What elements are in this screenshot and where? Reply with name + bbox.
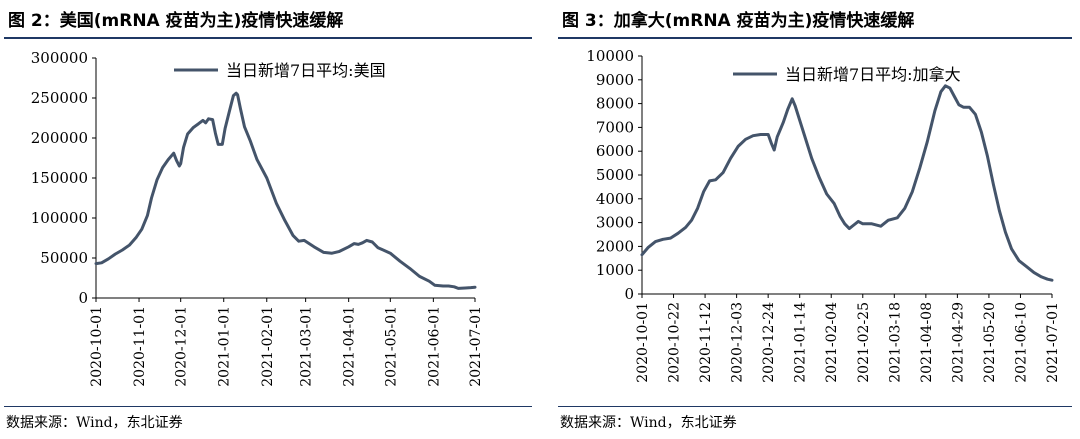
y-tick-label-1: 6000 <box>596 142 634 160</box>
source-note-us: 数据来源：Wind，东北证券 <box>6 415 183 431</box>
y-tick-label-0: 100000 <box>31 209 88 227</box>
y-tick-label-1: 1000 <box>596 261 634 279</box>
legend-label-0: 当日新增7日平均:美国 <box>226 61 386 80</box>
y-tick-label-0: 300000 <box>31 49 88 67</box>
x-tick-label-1: 2021-01-14 <box>793 302 809 383</box>
y-tick-label-0: 50000 <box>40 249 88 267</box>
x-tick-label-0: 2021-03-01 <box>299 306 315 387</box>
title-rule-canada <box>558 37 1072 39</box>
x-tick-label-0: 2021-06-01 <box>426 306 442 387</box>
x-tick-label-0: 2020-10-01 <box>89 306 105 387</box>
y-tick-label-1: 9000 <box>596 71 634 89</box>
y-tick-label-1: 5000 <box>596 166 634 184</box>
source-rule-us <box>4 406 532 407</box>
y-tick-label-1: 3000 <box>596 214 634 232</box>
x-tick-label-0: 2020-12-01 <box>174 306 190 387</box>
x-tick-label-1: 2020-12-24 <box>761 302 777 383</box>
y-tick-label-0: 150000 <box>31 169 88 187</box>
y-tick-label-0: 0 <box>78 289 88 307</box>
x-tick-label-0: 2021-01-01 <box>217 306 233 387</box>
x-tick-label-0: 2021-04-01 <box>342 306 358 387</box>
x-tick-label-1: 2020-12-03 <box>730 302 746 383</box>
x-tick-label-1: 2021-04-29 <box>950 302 966 383</box>
x-tick-label-1: 2021-06-10 <box>1013 302 1029 383</box>
y-tick-label-1: 10000 <box>586 47 634 65</box>
x-tick-label-1: 2021-03-18 <box>887 302 903 383</box>
y-tick-label-0: 250000 <box>31 89 88 107</box>
x-tick-label-1: 2021-04-08 <box>919 302 935 383</box>
chart-panel-us: 图 2：美国(mRNA 疫苗为主)疫情快速缓解 0 50000 100000 1500… <box>4 11 532 431</box>
x-tick-label-0: 2021-07-01 <box>468 306 484 387</box>
title-rule-us <box>4 37 532 39</box>
series-line-0-0 <box>94 91 477 290</box>
y-tick-label-1: 8000 <box>596 95 634 113</box>
legend-label-1: 当日新增7日平均:加拿大 <box>785 65 961 84</box>
y-tick-label-1: 7000 <box>596 118 634 136</box>
y-tick-label-1: 2000 <box>596 237 634 255</box>
y-tick-label-1: 4000 <box>596 190 634 208</box>
source-note-canada: 数据来源：Wind，东北证券 <box>560 415 737 431</box>
x-tick-label-0: 2020-11-01 <box>132 306 148 387</box>
y-tick-label-0: 200000 <box>31 129 88 147</box>
x-tick-label-1: 2020-10-22 <box>667 302 683 383</box>
chart-panel-canada: 图 3：加拿大(mRNA 疫苗为主)疫情快速缓解 0 1000 2000 3000 40… <box>540 0 1080 439</box>
x-tick-label-1: 2021-07-01 <box>1045 302 1061 383</box>
canada-line-chart: 0 1000 2000 3000 4000 5000 6000 7000 8000 9000 100… <box>586 47 1061 383</box>
x-tick-label-1: 2021-05-20 <box>982 302 998 383</box>
x-tick-label-1: 2020-11-12 <box>698 302 714 383</box>
x-tick-label-1: 2020-10-01 <box>635 302 651 383</box>
chart-title-us: 图 2：美国(mRNA 疫苗为主)疫情快速缓解 <box>8 11 344 31</box>
us-line-chart: 0 50000 100000 150000 200000 250000 300000 2020… <box>31 49 484 387</box>
source-rule-canada <box>558 406 1072 407</box>
y-tick-label-1: 0 <box>624 285 634 303</box>
chart-title-canada: 图 3：加拿大(mRNA 疫苗为主)疫情快速缓解 <box>562 11 915 31</box>
series-line-1-0 <box>640 84 1054 282</box>
x-tick-label-1: 2021-02-04 <box>824 302 840 383</box>
x-tick-label-0: 2021-02-01 <box>260 306 276 387</box>
x-tick-label-1: 2021-02-25 <box>856 302 872 383</box>
x-tick-label-0: 2021-05-01 <box>383 306 399 387</box>
